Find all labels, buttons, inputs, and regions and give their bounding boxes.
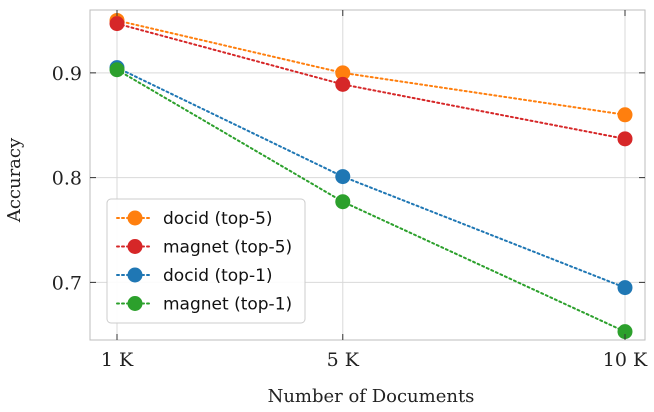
data-point <box>109 62 125 78</box>
legend-label: docid (top-5) <box>163 209 273 229</box>
x-tick-label: 1 K <box>101 349 134 371</box>
x-tick-label: 10 K <box>603 349 648 371</box>
y-axis-label: Accuracy <box>4 137 25 223</box>
series-line <box>116 19 626 116</box>
legend-item: docid (top-5) <box>116 209 273 229</box>
series-1 <box>109 16 633 147</box>
legend-marker <box>127 239 143 254</box>
y-tick-label: 0.9 <box>52 63 82 85</box>
legend-label: magnet (top-5) <box>163 238 292 258</box>
plot-border <box>89 9 646 341</box>
series-layer <box>109 12 633 340</box>
legend-marker <box>127 210 143 226</box>
legend-label: magnet (top-1) <box>163 295 292 315</box>
data-point <box>335 169 351 185</box>
data-point <box>335 65 351 81</box>
legend-item: magnet (top-1) <box>116 295 292 315</box>
x-tick-label: 5 K <box>327 349 360 371</box>
y-tick-label: 0.7 <box>52 272 82 294</box>
data-point <box>335 194 351 210</box>
legend-marker <box>127 267 143 283</box>
legend-marker <box>127 296 143 311</box>
data-point <box>617 324 633 340</box>
data-point <box>617 107 633 123</box>
series-line <box>116 22 626 140</box>
series-0 <box>109 12 633 123</box>
data-point <box>335 76 351 92</box>
legend: docid (top-5) magnet (top-5) docid (top-1)… <box>106 198 306 324</box>
legend-box <box>106 198 306 324</box>
x-axis: 1 K 5 K 10 K <box>101 10 648 371</box>
plot-frame <box>89 9 646 341</box>
data-point <box>109 16 125 32</box>
legend-item: docid (top-1) <box>116 266 273 286</box>
y-axis: 0.7 0.8 0.9 <box>52 63 645 294</box>
x-axis-label: Number of Documents <box>268 386 475 407</box>
legend-item: magnet (top-5) <box>116 238 292 258</box>
y-tick-label: 0.8 <box>52 168 82 190</box>
data-point <box>617 131 633 147</box>
series-3 <box>109 62 633 340</box>
legend-label: docid (top-1) <box>163 266 273 286</box>
data-point <box>617 280 633 296</box>
